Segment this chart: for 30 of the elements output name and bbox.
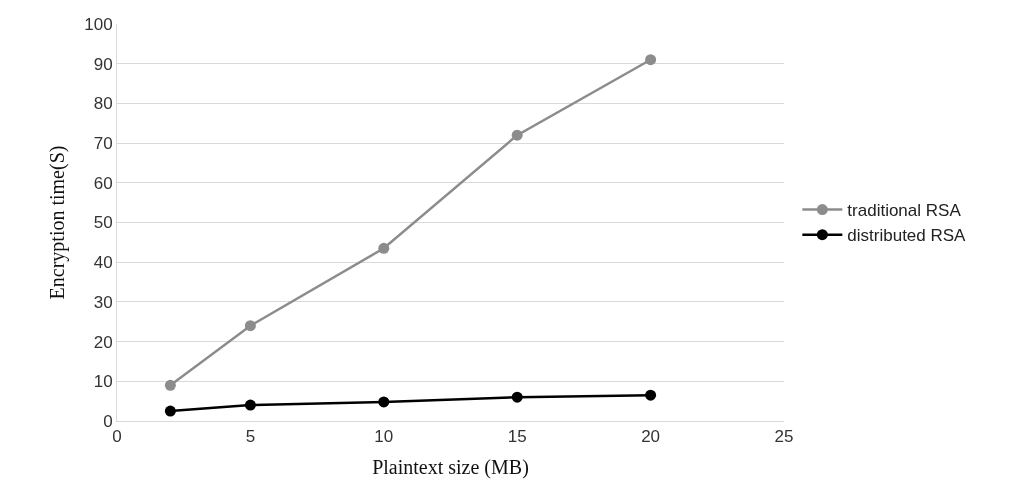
x-tick-label: 10 [374,427,394,447]
point [164,379,176,391]
y-tick-label: 100 [84,14,113,34]
x-tick-label: 25 [774,427,794,447]
y-tick-label: 90 [93,54,113,74]
y-tick-label: 50 [93,213,113,233]
x-tick-label: 5 [245,427,256,447]
y-tick-label: 20 [93,332,113,352]
y-axis-title: Encryption time(S) [45,145,69,300]
legend-label: distributed RSA [847,226,967,246]
y-tick-label: 30 [93,292,113,312]
point [244,320,256,332]
point [645,54,657,66]
point [378,396,390,408]
point [645,389,657,401]
x-tick-label: 15 [507,427,527,447]
point [511,391,523,403]
x-axis-title: Plaintext size (MB) [372,455,529,479]
y-tick-label: 60 [93,173,113,193]
y-tick-label: 0 [103,411,113,431]
y-tick-label: 80 [93,94,113,114]
y-tick-label: 10 [93,372,113,392]
y-tick-label: 70 [93,134,113,154]
y-tick-label: 40 [93,253,113,273]
point [244,399,256,411]
x-tick-label: 20 [641,427,661,447]
point [164,405,176,417]
legend-label: traditional RSA [847,201,962,221]
point [378,242,390,254]
point [511,129,523,141]
